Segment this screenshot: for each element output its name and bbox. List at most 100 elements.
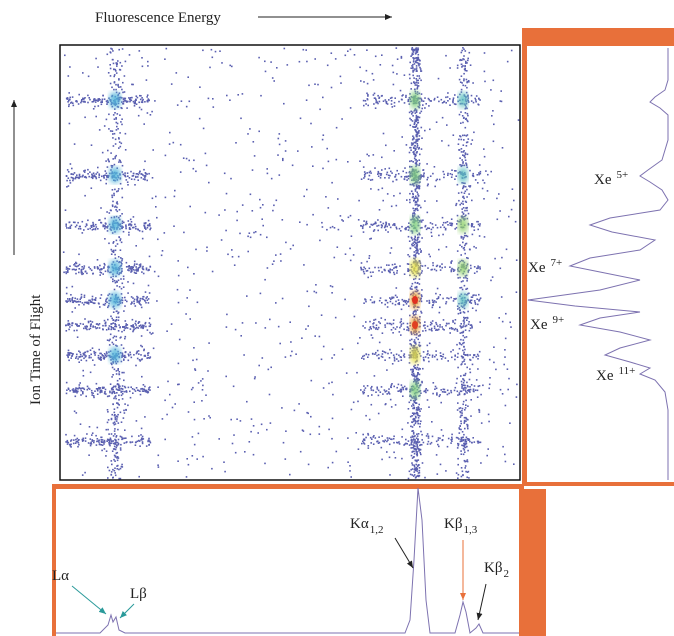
map-dot [375, 102, 377, 104]
map-dot [467, 461, 469, 463]
map-dot [82, 370, 84, 372]
map-dot [413, 341, 415, 343]
map-dot [162, 250, 164, 252]
map-dot [416, 461, 418, 463]
map-dot [145, 326, 147, 328]
map-dot [381, 225, 383, 227]
map-dot [76, 330, 78, 332]
map-dot [393, 150, 395, 152]
map-dot [91, 434, 93, 436]
map-dot [100, 271, 102, 273]
map-dot [121, 288, 123, 290]
map-dot [240, 420, 242, 422]
map-dot [466, 325, 468, 327]
map-dot [436, 179, 438, 181]
map-dot [341, 118, 343, 120]
map-dot [347, 161, 349, 163]
map-dot [110, 439, 112, 441]
map-dot [389, 349, 391, 351]
map-dot [317, 84, 319, 86]
map-dot [280, 253, 282, 255]
map-dot [407, 268, 409, 270]
map-dot [196, 458, 198, 460]
map-dot [115, 442, 117, 444]
map-dot [119, 326, 121, 328]
map-dot [484, 236, 486, 238]
map-dot [468, 323, 470, 325]
map-dot [461, 159, 463, 161]
map-dot [438, 437, 440, 439]
map-dot [409, 172, 411, 174]
map-dot [414, 89, 416, 91]
map-dot [71, 177, 73, 179]
map-dot [364, 438, 366, 440]
map-dot [464, 428, 466, 430]
map-dot [188, 464, 190, 466]
map-dot [459, 408, 461, 410]
map-dot [94, 364, 96, 366]
map-dot [375, 56, 377, 58]
map-dot [111, 318, 113, 320]
map-dot [462, 211, 464, 213]
map-dot [408, 236, 410, 238]
map-dot [463, 49, 465, 51]
map-dot [399, 390, 401, 392]
map-dot [118, 188, 120, 190]
map-dot [140, 99, 142, 101]
map-dot [475, 101, 477, 103]
map-dot [356, 372, 358, 374]
map-dot [419, 452, 421, 454]
map-dot [485, 170, 487, 172]
right-panel [527, 46, 674, 482]
map-dot [101, 176, 103, 178]
map-dot [467, 385, 469, 387]
map-dot [374, 223, 376, 225]
map-dot [414, 145, 416, 147]
map-dot [449, 266, 451, 268]
map-dot [100, 359, 102, 361]
map-dot [253, 141, 255, 143]
map-dot [371, 334, 373, 336]
map-dot [408, 299, 410, 301]
map-dot [118, 469, 120, 471]
map-dot [370, 172, 372, 174]
map-dot [459, 394, 461, 396]
map-dot [463, 150, 465, 152]
map-dot [94, 353, 96, 355]
map-dot [275, 302, 277, 304]
map-dot [115, 155, 117, 157]
map-dot [88, 300, 90, 302]
map-dot [441, 358, 443, 360]
map-dot [370, 179, 372, 181]
map-dot [399, 331, 401, 333]
map-dot [162, 418, 164, 420]
map-dot [488, 388, 490, 390]
map-dot [468, 471, 470, 473]
map-dot [361, 357, 363, 359]
map-dot [66, 268, 68, 270]
map-dot [466, 82, 468, 84]
map-dot [128, 234, 130, 236]
map-dot [447, 96, 449, 98]
map-dot [463, 277, 465, 279]
map-dot [270, 367, 272, 369]
map-dot [75, 387, 77, 389]
map-dot [134, 184, 136, 186]
map-dot [76, 266, 78, 268]
map-dot [81, 296, 83, 298]
map-dot [416, 407, 418, 409]
map-dot [450, 262, 452, 264]
map-dot [461, 287, 463, 289]
map-dot [422, 104, 424, 106]
map-dot [506, 249, 508, 251]
map-dot [122, 48, 124, 50]
map-dot [75, 226, 77, 228]
map-dot [466, 210, 468, 212]
map-dot [500, 268, 502, 270]
map-dot [71, 225, 73, 227]
map-dot [443, 177, 445, 179]
map-dot [462, 122, 464, 124]
map-dot [78, 228, 80, 230]
map-dot [147, 329, 149, 331]
map-dot [148, 357, 150, 359]
